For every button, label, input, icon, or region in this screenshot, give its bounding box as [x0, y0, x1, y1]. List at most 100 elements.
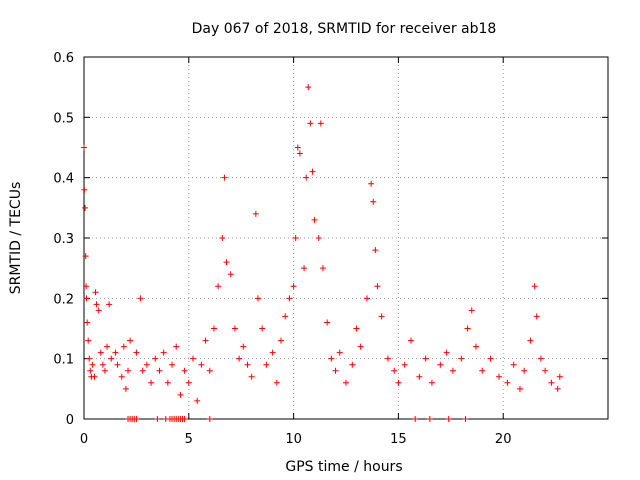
data-point [472, 343, 479, 350]
data-point [104, 343, 111, 350]
data-point [458, 355, 465, 362]
data-point [202, 337, 209, 344]
data-point [133, 416, 140, 422]
data-point [542, 367, 549, 374]
data-point [244, 361, 251, 368]
x-tick-label: 20 [495, 432, 512, 447]
data-point [303, 174, 310, 181]
data-point [83, 283, 90, 290]
data-point [269, 349, 276, 356]
data-point [273, 379, 280, 386]
x-tick-label: 0 [80, 432, 88, 447]
data-point [125, 367, 132, 374]
series-srmtid [81, 84, 563, 404]
data-point [290, 283, 297, 290]
data-point [127, 337, 134, 344]
data-point [148, 379, 155, 386]
data-point [206, 416, 213, 422]
data-point [554, 385, 561, 392]
data-point [81, 186, 88, 193]
data-point [353, 325, 360, 332]
data-point [185, 379, 192, 386]
y-tick-label: 0 [66, 413, 74, 428]
data-point [169, 361, 176, 368]
data-point [292, 235, 299, 241]
y-tick-label: 0.3 [53, 232, 74, 247]
data-point [81, 144, 87, 151]
y-tick-label: 0.2 [53, 292, 74, 307]
data-point [391, 367, 398, 374]
data-point [301, 265, 308, 272]
data-point [93, 301, 100, 308]
data-point [210, 325, 217, 332]
data-point [156, 367, 163, 374]
data-point [378, 313, 385, 320]
y-tick-label: 0.1 [53, 353, 74, 368]
data-point [219, 235, 226, 241]
y-tick-label: 0.6 [53, 51, 74, 66]
data-point [181, 416, 188, 422]
data-point [426, 416, 433, 422]
data-point [319, 265, 326, 272]
data-point [479, 367, 486, 374]
data-point [97, 349, 104, 356]
data-point [254, 295, 261, 302]
data-point [384, 355, 391, 362]
data-point [194, 397, 201, 404]
data-point [82, 253, 89, 260]
data-point [259, 325, 266, 332]
data-point [99, 361, 106, 368]
data-point [349, 361, 356, 368]
chart-title: Day 067 of 2018, SRMTID for receiver ab1… [192, 21, 497, 37]
data-point [286, 295, 293, 302]
data-point [468, 307, 475, 314]
data-point [309, 168, 316, 175]
data-point [548, 379, 555, 386]
data-point [443, 349, 450, 356]
data-point [372, 247, 379, 254]
data-point [215, 283, 222, 290]
data-point [317, 120, 324, 127]
data-point [296, 150, 303, 157]
data-point [412, 416, 419, 422]
data-point [223, 259, 230, 266]
data-point [106, 301, 113, 308]
data-point [343, 379, 349, 386]
data-point [164, 379, 171, 386]
plot-frame [83, 56, 609, 420]
data-point [357, 343, 364, 350]
y-tick-label: 0.4 [53, 172, 74, 187]
y-axis-title: SRMTID / TECUs [8, 182, 24, 295]
data-point [86, 355, 93, 362]
data-point [464, 325, 471, 332]
x-axis-title: GPS time / hours [285, 459, 402, 475]
data-point [91, 373, 98, 380]
data-point [154, 416, 161, 422]
data-point [363, 295, 370, 302]
data-point [437, 361, 444, 368]
data-point [122, 385, 129, 392]
data-point [521, 367, 528, 374]
data-point [114, 361, 121, 368]
series-zero-level [125, 416, 469, 422]
x-tick-label: 5 [185, 432, 193, 447]
x-tick-label: 15 [390, 432, 407, 447]
data-point [374, 283, 381, 290]
data-point [401, 361, 408, 368]
data-point [487, 355, 494, 362]
data-point [101, 367, 108, 374]
data-point [87, 367, 94, 374]
data-point [537, 355, 544, 362]
data-point [92, 289, 99, 296]
data-point [416, 373, 423, 380]
data-point [236, 355, 243, 362]
data-point [315, 235, 322, 241]
data-point [324, 319, 331, 326]
data-point [252, 210, 259, 217]
data-point [240, 343, 247, 350]
data-point [395, 379, 402, 386]
data-point [84, 319, 91, 326]
data-point [556, 373, 563, 380]
data-point [133, 349, 140, 356]
